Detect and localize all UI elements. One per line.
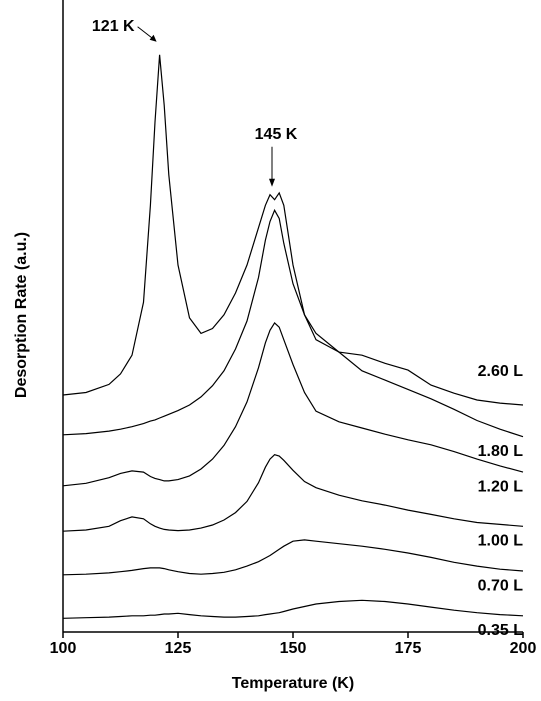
series-line (62, 54, 524, 406)
annotation: 121 K (92, 18, 135, 35)
x-tick-label: 175 (395, 640, 422, 657)
x-tick-label: 200 (510, 640, 537, 657)
annotation: 145 K (255, 126, 298, 143)
arrow-head (269, 178, 275, 187)
series-label: 1.20 L (478, 478, 524, 495)
series-line (62, 454, 524, 532)
series-line (62, 208, 524, 438)
x-tick-label: 100 (50, 640, 77, 657)
arrow-head (149, 34, 157, 42)
x-tick-label: 150 (280, 640, 307, 657)
series-label: 1.80 L (478, 443, 524, 460)
series-line (62, 599, 524, 619)
x-axis-title: Temperature (K) (232, 675, 354, 692)
series-line (62, 539, 524, 576)
series-line (62, 321, 524, 487)
x-tick-label: 125 (165, 640, 192, 657)
series-label: 0.70 L (478, 577, 524, 594)
series-label: 0.35 L (478, 622, 524, 639)
y-axis-title: Desorption Rate (a.u.) (13, 232, 30, 398)
series-label: 1.00 L (478, 532, 524, 549)
series-label: 2.60 L (478, 363, 524, 380)
